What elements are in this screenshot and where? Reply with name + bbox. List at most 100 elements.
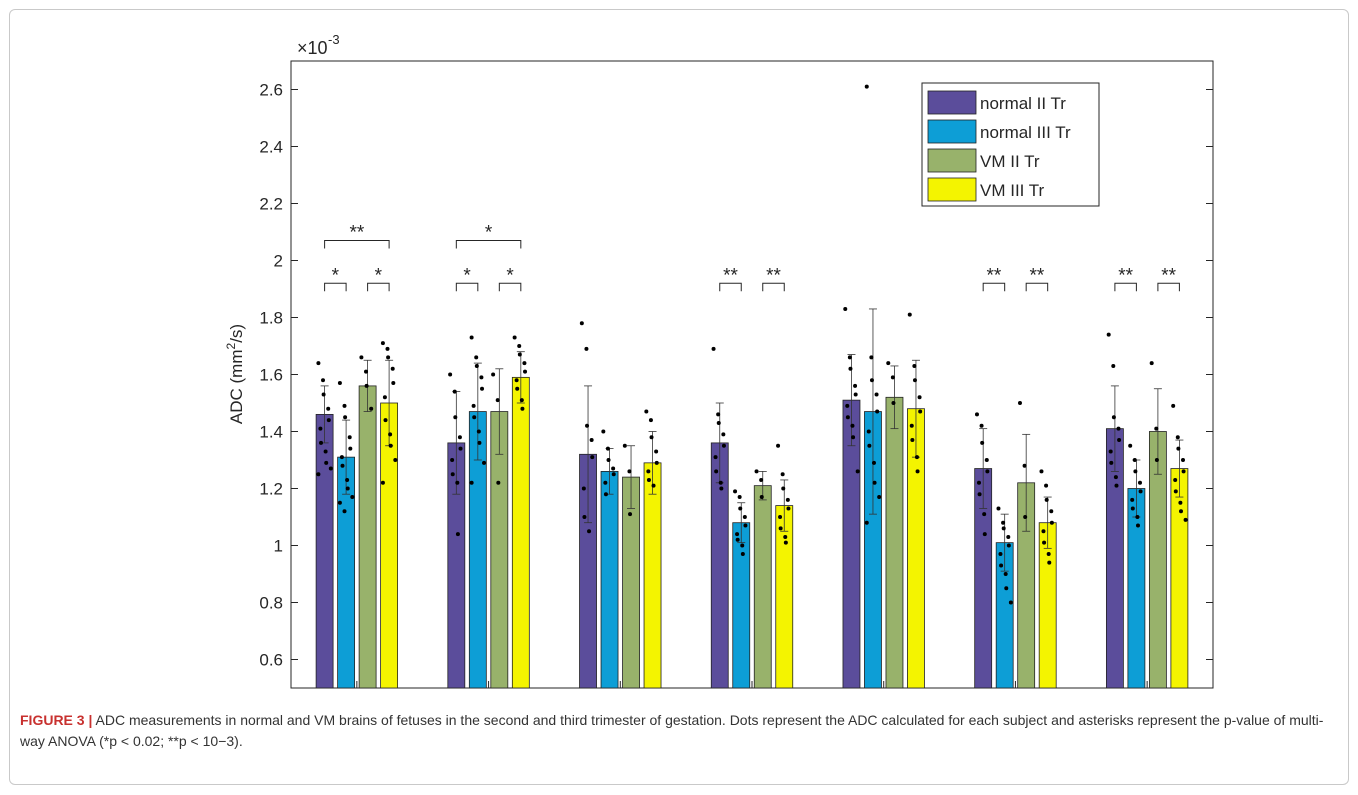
data-point xyxy=(979,423,984,428)
data-point xyxy=(318,426,323,431)
data-point xyxy=(738,506,743,511)
significance-bracket xyxy=(324,282,347,292)
data-point xyxy=(918,409,923,414)
legend-label: normal III Tr xyxy=(980,123,1071,142)
data-point xyxy=(735,532,740,537)
data-point xyxy=(581,486,586,491)
data-point xyxy=(716,412,721,417)
data-point xyxy=(847,355,852,360)
significance-label: ** xyxy=(1161,265,1176,286)
data-point xyxy=(1106,332,1111,337)
data-point xyxy=(1183,517,1188,522)
data-point xyxy=(1128,443,1133,448)
significance-bracket xyxy=(719,282,742,292)
data-point xyxy=(345,477,350,482)
data-point xyxy=(845,403,850,408)
data-point xyxy=(627,469,632,474)
data-point xyxy=(380,480,385,485)
data-point xyxy=(711,346,716,351)
data-point xyxy=(1003,572,1008,576)
data-point xyxy=(780,472,785,477)
data-point xyxy=(1130,506,1135,511)
significance-bracket xyxy=(1157,282,1180,292)
data-point xyxy=(316,472,321,477)
legend-swatch xyxy=(927,90,977,115)
x-tick-label: CH xyxy=(1003,697,1028,700)
data-point xyxy=(386,355,391,360)
data-point xyxy=(982,512,987,517)
data-point xyxy=(452,389,457,394)
y-scale-multiplier: ×10 xyxy=(297,38,328,58)
data-point xyxy=(393,458,398,462)
data-point xyxy=(1154,426,1159,431)
data-point xyxy=(603,492,608,497)
data-point xyxy=(867,443,872,448)
data-point xyxy=(754,469,759,474)
data-point xyxy=(369,406,374,411)
data-point xyxy=(1113,475,1118,480)
x-tick-label: OWM xyxy=(862,697,905,700)
significance-label: ** xyxy=(1118,265,1133,286)
y-tick-label: 1.8 xyxy=(259,309,283,328)
data-point xyxy=(469,335,474,340)
data-point xyxy=(1132,458,1137,462)
data-point xyxy=(1138,489,1143,494)
data-point xyxy=(323,449,328,454)
data-point xyxy=(877,495,882,500)
data-point xyxy=(1001,526,1006,531)
data-point xyxy=(345,486,350,491)
data-point xyxy=(517,344,522,348)
data-point xyxy=(740,552,745,557)
data-point xyxy=(721,443,726,448)
x-tick-label: FWM xyxy=(468,697,509,700)
legend-swatch xyxy=(927,177,977,202)
data-point xyxy=(886,361,891,366)
y-tick-label: 1.4 xyxy=(259,423,283,442)
data-point xyxy=(1137,480,1142,485)
data-point xyxy=(1108,449,1113,454)
data-point xyxy=(1044,483,1049,488)
data-point xyxy=(1117,438,1122,443)
data-point xyxy=(890,375,895,380)
data-point xyxy=(496,480,501,485)
data-point xyxy=(910,438,915,443)
data-point xyxy=(453,415,458,420)
data-point xyxy=(517,352,522,357)
data-point xyxy=(1044,497,1049,502)
data-point xyxy=(648,418,653,423)
data-point xyxy=(364,369,369,374)
data-point xyxy=(458,446,463,451)
data-point xyxy=(718,480,723,485)
data-point xyxy=(1017,401,1022,405)
data-point xyxy=(980,440,985,445)
data-point xyxy=(474,355,479,360)
data-point xyxy=(875,409,880,414)
data-point xyxy=(339,455,344,460)
data-point xyxy=(851,435,856,440)
data-point xyxy=(644,409,649,414)
data-point xyxy=(977,492,982,497)
y-tick-label: 2.4 xyxy=(259,138,283,157)
bar xyxy=(600,470,619,689)
data-point xyxy=(603,480,608,485)
data-point xyxy=(316,361,321,366)
significance-bracket xyxy=(762,282,785,292)
data-point xyxy=(783,540,788,545)
data-point xyxy=(340,463,345,468)
data-point xyxy=(843,306,848,311)
data-point xyxy=(1180,458,1185,462)
data-point xyxy=(1049,509,1054,514)
data-point xyxy=(786,506,791,511)
data-point xyxy=(1130,497,1135,502)
bar xyxy=(358,385,377,689)
data-point xyxy=(385,346,390,351)
data-point xyxy=(864,520,869,525)
data-point xyxy=(759,477,764,482)
data-point xyxy=(514,378,519,383)
data-point xyxy=(651,483,656,488)
data-point xyxy=(1001,520,1006,525)
bar xyxy=(775,505,794,689)
data-point xyxy=(776,443,781,448)
data-point xyxy=(716,420,721,425)
significance-label: ** xyxy=(987,265,1002,286)
